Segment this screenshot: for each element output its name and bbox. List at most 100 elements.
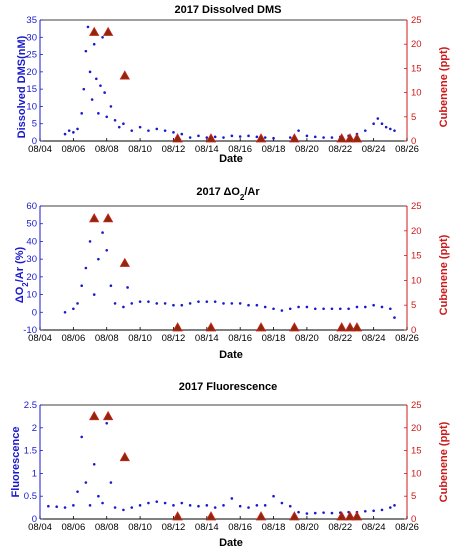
- data-point: [222, 136, 225, 139]
- data-point: [322, 136, 325, 139]
- chart-marks: 08/04 08/06 08/08 08/10 08/12 08/14 08/16 08/18…: [23, 15, 421, 533]
- data-point: [92, 462, 96, 466]
- data-point: [297, 510, 300, 514]
- x-tick-label: 08/22: [328, 522, 352, 533]
- data-point: [393, 316, 396, 319]
- data-point: [363, 509, 367, 513]
- data-point: [63, 506, 67, 509]
- y2-tick-label: 25: [411, 201, 422, 212]
- data-point: [247, 134, 250, 138]
- x-tick-label: 08/14: [195, 333, 219, 344]
- x-tick-label: 08/14: [195, 522, 219, 533]
- data-point: [72, 131, 75, 134]
- x-tick-label: 08/06: [61, 522, 85, 533]
- data-point: [76, 302, 79, 305]
- data-point: [122, 122, 125, 126]
- data-point: [163, 129, 167, 132]
- data-point: [272, 136, 275, 140]
- data-point: [105, 421, 109, 425]
- cubenene-marker: [336, 322, 347, 332]
- data-point: [117, 125, 121, 129]
- data-point: [330, 136, 334, 139]
- data-point: [126, 286, 129, 289]
- data-point: [122, 305, 125, 309]
- y-tick-label: 35: [26, 15, 37, 26]
- y-tick-label: 50: [26, 219, 37, 230]
- data-point: [172, 504, 175, 507]
- data-point: [86, 25, 90, 29]
- data-point: [338, 307, 342, 311]
- data-point: [197, 504, 200, 508]
- x-tick-label: 08/18: [262, 144, 286, 155]
- y2-tick-label: 10: [411, 88, 422, 99]
- data-point: [101, 35, 104, 39]
- data-point: [222, 302, 225, 305]
- y2-tick-label: 5: [411, 491, 416, 502]
- y-tick-label: 15: [26, 84, 37, 95]
- data-point: [84, 481, 88, 484]
- data-point: [380, 508, 384, 512]
- x-tick-label: 08/04: [28, 333, 52, 344]
- data-point: [313, 307, 317, 311]
- data-point: [97, 494, 100, 498]
- data-point: [72, 307, 75, 311]
- data-point: [172, 303, 175, 307]
- data-point: [76, 490, 79, 493]
- data-point: [238, 135, 242, 138]
- data-point: [155, 500, 159, 503]
- x-tick-label: 08/04: [28, 144, 52, 155]
- y-tick-label: 10: [26, 290, 37, 301]
- cubenene-marker: [344, 133, 356, 143]
- data-point: [90, 98, 94, 101]
- x-axis-label: Date: [219, 537, 243, 549]
- data-point: [280, 501, 284, 505]
- y2-tick-label: 10: [411, 275, 422, 286]
- data-point: [109, 284, 113, 288]
- data-point: [305, 305, 309, 309]
- x-tick-label: 08/18: [262, 522, 286, 533]
- y2-tick-label: 20: [411, 423, 422, 434]
- y2-tick-label: 15: [411, 446, 422, 457]
- chart-title: 2017 ΔO2/Ar: [196, 186, 260, 202]
- data-point: [92, 293, 96, 296]
- data-point: [147, 129, 150, 132]
- data-point: [80, 112, 84, 115]
- data-point: [122, 508, 125, 512]
- data-point: [305, 134, 309, 138]
- y2-tick-label: 25: [411, 400, 422, 411]
- data-point: [97, 112, 100, 115]
- data-point: [80, 435, 84, 439]
- y2-tick-label: 15: [411, 63, 422, 74]
- data-point: [213, 506, 217, 509]
- data-point: [105, 115, 109, 119]
- data-point: [272, 307, 275, 311]
- data-point: [63, 310, 67, 314]
- x-tick-label: 08/24: [362, 522, 386, 533]
- data-point: [393, 504, 396, 507]
- data-point: [188, 136, 192, 139]
- x-tick-label: 08/06: [61, 144, 85, 155]
- y-tick-label: 2.5: [24, 400, 37, 411]
- data-point: [263, 504, 267, 507]
- data-point: [188, 302, 192, 305]
- data-point: [155, 302, 159, 305]
- data-point: [330, 307, 334, 311]
- y-tick-label: 0: [32, 136, 37, 147]
- data-point: [363, 305, 367, 309]
- x-tick-label: 08/10: [128, 522, 152, 533]
- data-point: [113, 118, 117, 122]
- data-point: [147, 501, 150, 505]
- y2-tick-label: 0: [411, 136, 416, 147]
- data-point: [322, 307, 325, 311]
- chart-panel: 08/04 08/06 08/08 08/10 08/12 08/14 08/16 08/18…: [24, 400, 422, 533]
- x-tick-label: 08/12: [162, 522, 186, 533]
- cubenene-marker: [89, 26, 100, 36]
- data-point: [376, 117, 380, 120]
- data-point: [67, 129, 71, 132]
- data-point: [180, 501, 184, 505]
- data-point: [92, 42, 96, 46]
- x-tick-label: 08/16: [228, 522, 252, 533]
- x-tick-label: 08/06: [61, 333, 85, 344]
- data-point: [72, 504, 75, 507]
- data-point: [280, 309, 284, 312]
